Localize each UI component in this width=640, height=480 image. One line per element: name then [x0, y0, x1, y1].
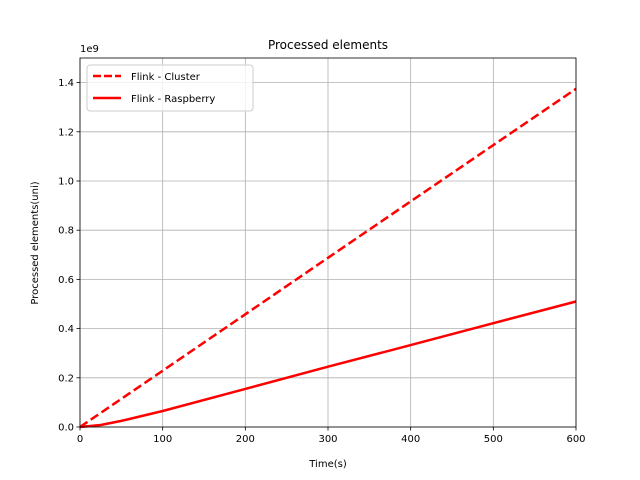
y-axis-label: Processed elements(uni): [30, 181, 41, 304]
x-tick-label: 600: [566, 434, 585, 445]
y-tick-label: 1.2: [58, 127, 74, 138]
chart-title: Processed elements: [268, 38, 388, 52]
y-tick-label: 0.6: [58, 275, 74, 286]
x-tick-label: 500: [484, 434, 503, 445]
x-tick-label: 400: [401, 434, 420, 445]
legend-label-flink-raspberry: Flink - Raspberry: [131, 94, 215, 105]
y-axis: 0.0 0.2 0.4 0.6 0.8 1.0 1.2 1.4: [58, 78, 80, 434]
y-tick-label: 0.0: [58, 423, 74, 434]
y-tick-label: 1.4: [58, 78, 74, 89]
x-tick-label: 200: [236, 434, 255, 445]
series-line-flink-raspberry: [79, 300, 577, 429]
x-axis: 0 100 200 300 400 500 600: [77, 427, 586, 445]
series-layer: [79, 87, 577, 429]
y-axis-offset-label: 1e9: [80, 44, 99, 55]
y-tick-label: 0.4: [58, 324, 74, 335]
legend: Flink - Cluster Flink - Raspberry: [86, 64, 254, 112]
legend-frame: [86, 64, 254, 112]
y-tick-label: 0.2: [58, 373, 74, 384]
x-tick-label: 100: [153, 434, 172, 445]
x-axis-label: Time(s): [308, 459, 347, 470]
series-line-flink-cluster: [79, 87, 577, 429]
y-tick-label: 1.0: [58, 177, 74, 188]
legend-label-flink-cluster: Flink - Cluster: [131, 72, 201, 83]
y-tick-label: 0.8: [58, 226, 74, 237]
x-tick-label: 0: [77, 434, 83, 445]
x-tick-label: 300: [318, 434, 337, 445]
